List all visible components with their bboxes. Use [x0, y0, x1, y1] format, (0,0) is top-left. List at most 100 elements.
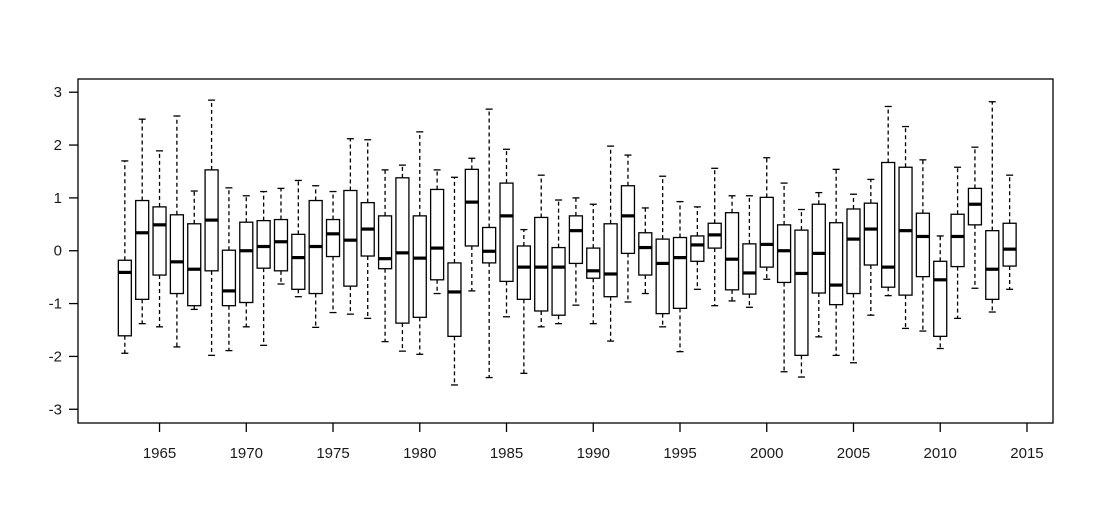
x-tick-label: 2015 — [1010, 445, 1043, 462]
iqr-box — [499, 182, 514, 283]
iqr-box — [811, 203, 826, 294]
boxplot-year-1995 — [672, 200, 688, 353]
iqr-box — [343, 189, 358, 287]
iqr-box — [690, 235, 705, 262]
iqr-box — [395, 177, 410, 324]
y-axis: -3 -2 -1 0 1 2 3 — [49, 84, 78, 418]
boxplot-year-1981 — [429, 169, 445, 295]
iqr-box — [135, 199, 150, 301]
iqr-box — [586, 247, 601, 279]
boxplot-year-1988 — [551, 199, 566, 325]
iqr-box — [221, 249, 237, 307]
x-tick-label: 1985 — [490, 445, 523, 462]
iqr-box — [846, 208, 861, 295]
boxplot-year-1985 — [499, 148, 514, 318]
boxplot-year-2009 — [915, 159, 931, 332]
boxplot-year-2005 — [846, 193, 861, 364]
boxplot-year-1972 — [273, 187, 289, 285]
boxplot-year-1992 — [620, 154, 636, 303]
x-tick-label: 1970 — [230, 445, 263, 462]
boxplot-year-1971 — [256, 190, 271, 346]
boxplot-year-1978 — [377, 169, 393, 343]
boxplot-year-1991 — [603, 145, 618, 342]
boxplot-year-2006 — [863, 178, 878, 316]
iqr-box — [429, 188, 445, 281]
x-tick-label: 2000 — [750, 445, 783, 462]
iqr-box — [1002, 222, 1017, 267]
x-tick-label: 1965 — [143, 445, 176, 462]
iqr-box — [603, 223, 618, 298]
iqr-box — [794, 229, 809, 357]
iqr-box — [672, 236, 688, 309]
y-tick-label: -2 — [49, 348, 62, 365]
iqr-box — [776, 224, 792, 284]
boxplot-year-2012 — [967, 146, 983, 289]
iqr-box — [482, 226, 497, 264]
boxplot-year-2003 — [811, 191, 826, 338]
boxplot-year-2000 — [759, 157, 774, 280]
x-axis: 1965 1970 1975 1980 1985 1990 1995 2000 2005 2010… — [143, 423, 1044, 462]
iqr-box — [534, 216, 549, 312]
boxplot-year-2001 — [776, 182, 792, 373]
boxplot-year-1989 — [568, 197, 584, 306]
boxplot-year-2010 — [933, 235, 948, 350]
iqr-box — [655, 238, 670, 315]
boxplot-year-2004 — [828, 168, 844, 357]
x-tick-label: 1995 — [663, 445, 696, 462]
iqr-box — [464, 168, 479, 247]
boxplot-year-1974 — [308, 185, 323, 329]
boxplot-year-1986 — [516, 228, 532, 374]
iqr-box — [169, 214, 185, 295]
iqr-box — [724, 212, 740, 291]
iqr-box — [516, 245, 532, 301]
boxplot-year-1994 — [655, 175, 670, 328]
iqr-box — [638, 232, 653, 276]
boxplot-year-1982 — [447, 176, 462, 386]
iqr-box — [933, 260, 948, 337]
boxplot-year-2011 — [950, 166, 965, 320]
boxplot-series — [117, 99, 1017, 386]
boxplot-year-1998 — [724, 195, 740, 302]
iqr-box — [239, 221, 254, 304]
boxplot-year-1984 — [482, 108, 497, 379]
iqr-box — [742, 243, 757, 295]
iqr-box — [950, 213, 965, 268]
y-tick-label: 0 — [54, 243, 62, 260]
boxplot-year-1964 — [135, 118, 150, 325]
iqr-box — [759, 196, 774, 268]
x-tick-label: 1990 — [577, 445, 610, 462]
boxplot-year-1996 — [690, 206, 705, 290]
x-tick-label: 2005 — [837, 445, 870, 462]
y-tick-label: 3 — [54, 84, 62, 101]
iqr-box — [620, 185, 636, 255]
boxplot-year-1990 — [586, 203, 601, 325]
boxplot-year-1987 — [534, 174, 549, 328]
iqr-box — [256, 219, 271, 269]
iqr-box — [187, 223, 202, 307]
boxplot-year-1965 — [152, 150, 167, 328]
iqr-box — [412, 215, 427, 318]
iqr-box — [377, 215, 393, 270]
boxplot-year-1997 — [707, 167, 722, 307]
boxplot-year-1975 — [325, 190, 341, 314]
y-tick-label: 2 — [54, 137, 62, 154]
x-tick-label: 2010 — [924, 445, 957, 462]
boxplot-year-1966 — [169, 115, 185, 348]
boxplot-year-1967 — [187, 190, 202, 311]
boxplot-year-1973 — [291, 179, 306, 298]
boxplot-year-1970 — [239, 195, 254, 328]
iqr-box — [967, 187, 983, 226]
boxplot-year-1969 — [221, 187, 237, 352]
iqr-box — [863, 202, 878, 266]
boxplot-year-1983 — [464, 157, 479, 292]
y-tick-label: -3 — [49, 401, 62, 418]
iqr-box — [325, 218, 341, 258]
iqr-box — [881, 161, 896, 288]
boxplot-year-1993 — [638, 207, 653, 295]
y-tick-label: 1 — [54, 190, 62, 207]
boxplot-year-2008 — [898, 125, 913, 330]
iqr-box — [915, 212, 931, 278]
x-tick-label: 1980 — [403, 445, 436, 462]
boxplot-year-1979 — [395, 164, 410, 352]
